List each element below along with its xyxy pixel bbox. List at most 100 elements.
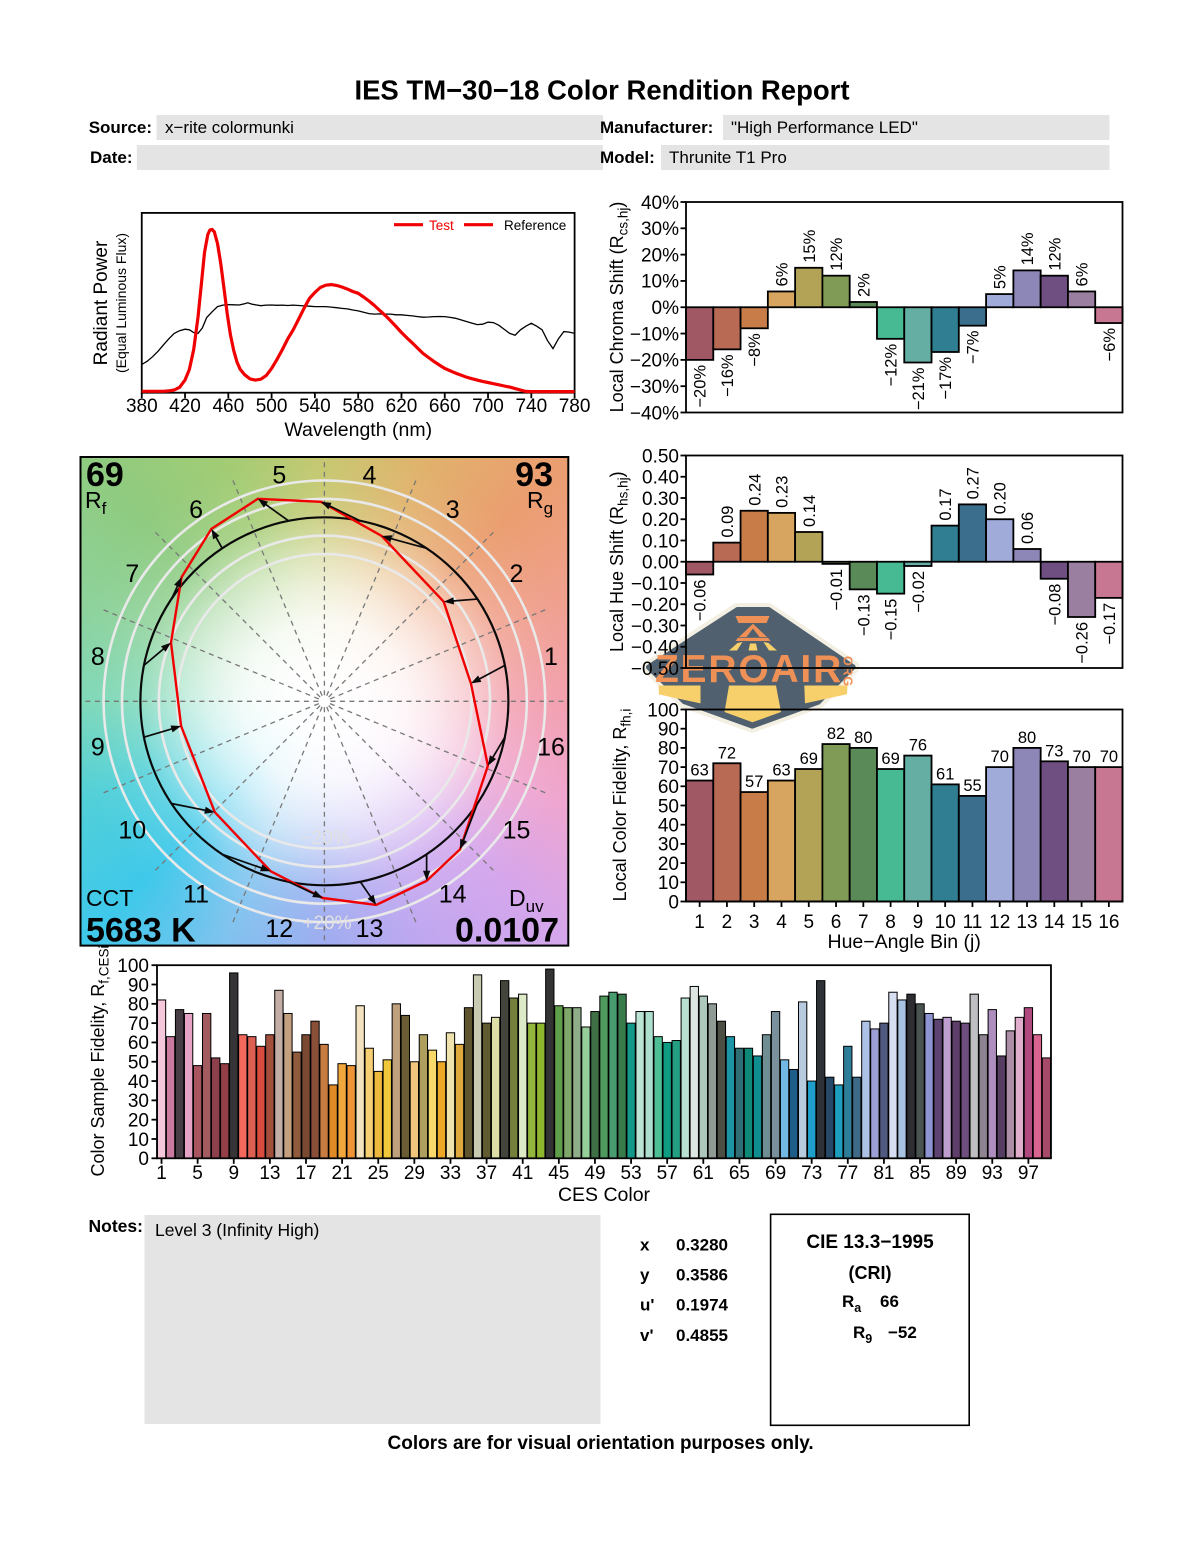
svg-text:−12%: −12% xyxy=(883,344,901,387)
svg-text:45: 45 xyxy=(548,1163,569,1184)
svg-text:0: 0 xyxy=(668,892,679,913)
svg-text:0.09: 0.09 xyxy=(719,506,737,538)
svg-text:−30%: −30% xyxy=(630,377,679,398)
svg-text:Local Hue Shift (Rhs,hj): Local Hue Shift (Rhs,hj) xyxy=(607,471,631,652)
svg-text:2%: 2% xyxy=(855,273,873,297)
svg-text:14: 14 xyxy=(439,880,467,908)
svg-text:Colors are for visual orientat: Colors are for visual orientation purpos… xyxy=(388,1433,814,1454)
svg-text:580: 580 xyxy=(342,396,374,417)
svg-text:5: 5 xyxy=(804,912,815,933)
svg-text:73: 73 xyxy=(801,1163,822,1184)
svg-text:2: 2 xyxy=(722,912,733,933)
svg-text:14: 14 xyxy=(1044,912,1066,933)
svg-text:ZEROAIR: ZEROAIR xyxy=(655,648,843,691)
svg-text:ORG: ORG xyxy=(841,656,855,687)
svg-text:49: 49 xyxy=(584,1163,605,1184)
svg-text:72: 72 xyxy=(718,744,736,762)
svg-text:100: 100 xyxy=(117,956,149,977)
svg-text:v': v' xyxy=(640,1326,654,1345)
svg-text:1: 1 xyxy=(694,912,705,933)
svg-text:(Equal Luminous Flux): (Equal Luminous Flux) xyxy=(113,233,129,373)
svg-text:69: 69 xyxy=(881,750,899,768)
svg-text:0.00: 0.00 xyxy=(642,553,679,574)
svg-text:10: 10 xyxy=(118,817,146,845)
svg-text:−7%: −7% xyxy=(964,330,982,364)
svg-text:Hue−Angle Bin (j): Hue−Angle Bin (j) xyxy=(828,931,981,953)
svg-text:9: 9 xyxy=(913,912,924,933)
svg-text:780: 780 xyxy=(559,396,591,417)
svg-text:−0.02: −0.02 xyxy=(910,571,928,613)
svg-text:13: 13 xyxy=(259,1163,280,1184)
svg-text:0: 0 xyxy=(138,1149,149,1170)
svg-text:R9: R9 xyxy=(853,1323,872,1346)
svg-text:60: 60 xyxy=(658,777,679,798)
svg-text:Model:: Model: xyxy=(600,148,655,167)
svg-text:−0.17: −0.17 xyxy=(1101,603,1119,645)
svg-text:5%: 5% xyxy=(992,265,1010,289)
svg-text:80: 80 xyxy=(1018,729,1036,747)
svg-text:−0.20: −0.20 xyxy=(631,595,679,616)
svg-text:Wavelength (nm): Wavelength (nm) xyxy=(284,419,432,441)
svg-text:17: 17 xyxy=(295,1163,316,1184)
svg-text:Reference: Reference xyxy=(504,218,566,233)
svg-text:20: 20 xyxy=(658,854,679,875)
svg-text:1: 1 xyxy=(544,643,558,671)
svg-text:0.10: 0.10 xyxy=(642,531,679,552)
svg-text:IES TM−30−18 Color Rendition R: IES TM−30−18 Color Rendition Report xyxy=(354,75,849,106)
svg-text:10: 10 xyxy=(658,873,679,894)
svg-text:15%: 15% xyxy=(801,229,819,262)
svg-text:0.4855: 0.4855 xyxy=(676,1326,728,1345)
svg-text:40: 40 xyxy=(658,816,679,837)
svg-text:33: 33 xyxy=(440,1163,461,1184)
svg-text:10: 10 xyxy=(935,912,956,933)
svg-text:29: 29 xyxy=(404,1163,425,1184)
svg-text:420: 420 xyxy=(169,396,201,417)
svg-text:10%: 10% xyxy=(641,272,679,293)
svg-text:Local Color Fidelity, Rfh,i: Local Color Fidelity, Rfh,i xyxy=(610,709,634,902)
svg-text:70: 70 xyxy=(658,758,679,779)
svg-text:"High Performance LED": "High Performance LED" xyxy=(731,118,918,137)
svg-text:53: 53 xyxy=(621,1163,642,1184)
svg-text:97: 97 xyxy=(1018,1163,1039,1184)
svg-text:3: 3 xyxy=(749,912,760,933)
svg-text:50: 50 xyxy=(658,796,679,817)
svg-text:65: 65 xyxy=(729,1163,750,1184)
svg-text:−21%: −21% xyxy=(910,367,928,410)
svg-text:93: 93 xyxy=(515,456,553,494)
svg-text:8: 8 xyxy=(885,912,896,933)
svg-text:−20%: −20% xyxy=(692,365,710,408)
svg-text:−52: −52 xyxy=(888,1323,917,1342)
svg-text:69: 69 xyxy=(800,750,818,768)
svg-text:4: 4 xyxy=(363,462,377,490)
svg-text:u': u' xyxy=(640,1296,654,1315)
svg-text:0.06: 0.06 xyxy=(1019,512,1037,544)
svg-text:63: 63 xyxy=(690,762,708,780)
svg-text:−8%: −8% xyxy=(746,333,764,367)
svg-text:540: 540 xyxy=(299,396,331,417)
svg-text:Test: Test xyxy=(429,218,454,233)
svg-text:93: 93 xyxy=(982,1163,1003,1184)
svg-text:Color Sample Fidelity, Rf,CESi: Color Sample Fidelity, Rf,CESi xyxy=(88,946,112,1177)
svg-text:63: 63 xyxy=(772,762,790,780)
svg-text:−0.01: −0.01 xyxy=(828,569,846,611)
svg-text:12: 12 xyxy=(265,915,293,943)
svg-text:Notes:: Notes: xyxy=(89,1216,143,1236)
svg-text:5: 5 xyxy=(272,462,286,490)
svg-text:100: 100 xyxy=(647,700,679,721)
svg-text:16: 16 xyxy=(537,733,565,761)
svg-text:40%: 40% xyxy=(641,193,679,214)
svg-text:60: 60 xyxy=(128,1033,149,1054)
svg-text:13: 13 xyxy=(356,915,384,943)
svg-text:30: 30 xyxy=(128,1091,149,1112)
svg-text:Thrunite T1 Pro: Thrunite T1 Pro xyxy=(669,148,787,167)
svg-text:11: 11 xyxy=(963,912,983,933)
svg-text:−16%: −16% xyxy=(719,354,737,397)
svg-text:x−rite colormunki: x−rite colormunki xyxy=(165,118,294,137)
svg-text:740: 740 xyxy=(515,396,547,417)
svg-text:10: 10 xyxy=(128,1130,149,1151)
svg-text:0.27: 0.27 xyxy=(964,467,982,499)
svg-text:Source:: Source: xyxy=(89,118,152,137)
svg-text:0.1974: 0.1974 xyxy=(676,1296,729,1315)
svg-text:41: 41 xyxy=(512,1163,533,1184)
svg-text:−10%: −10% xyxy=(630,324,679,345)
